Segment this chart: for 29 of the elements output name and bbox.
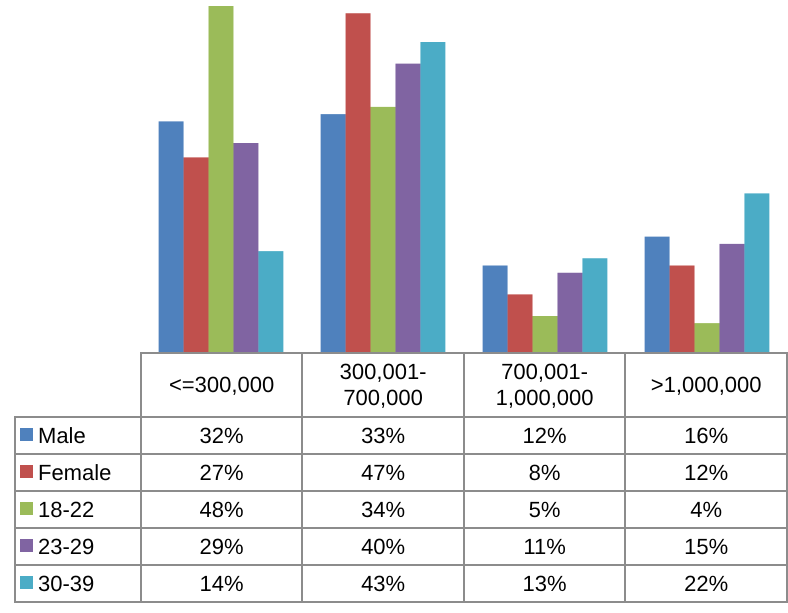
legend-label: 23-29 (15, 528, 141, 565)
data-label: 48% (140, 491, 302, 528)
data-label: 47% (302, 454, 464, 491)
data-label: 12% (625, 454, 787, 491)
x-tick-label: 700,001-1,000,000 (464, 353, 626, 417)
legend-label: Male (15, 417, 141, 454)
x-tick-label: >1,000,000 (625, 353, 787, 417)
data-label: 32% (140, 417, 302, 454)
x-tick-label: 300,001-700,000 (302, 353, 464, 417)
data-label: 14% (140, 565, 302, 602)
data-label: 11% (464, 528, 626, 565)
data-label: 16% (625, 417, 787, 454)
data-label: 43% (302, 565, 464, 602)
legend-label: Female (15, 454, 141, 491)
data-label: 12% (464, 417, 626, 454)
data-label: 8% (464, 454, 626, 491)
data-label: 22% (625, 565, 787, 602)
data-label: 34% (302, 491, 464, 528)
data-label: 15% (625, 528, 787, 565)
x-tick-label: <=300,000 (140, 353, 302, 417)
data-label: 27% (140, 454, 302, 491)
data-label: 5% (464, 491, 626, 528)
data-label: 4% (625, 491, 787, 528)
legend-label: 18-22 (15, 491, 141, 528)
data-label: 13% (464, 565, 626, 602)
data-label: 29% (140, 528, 302, 565)
legend-label: 30-39 (15, 565, 141, 602)
data-label: 33% (302, 417, 464, 454)
data-label: 40% (302, 528, 464, 565)
